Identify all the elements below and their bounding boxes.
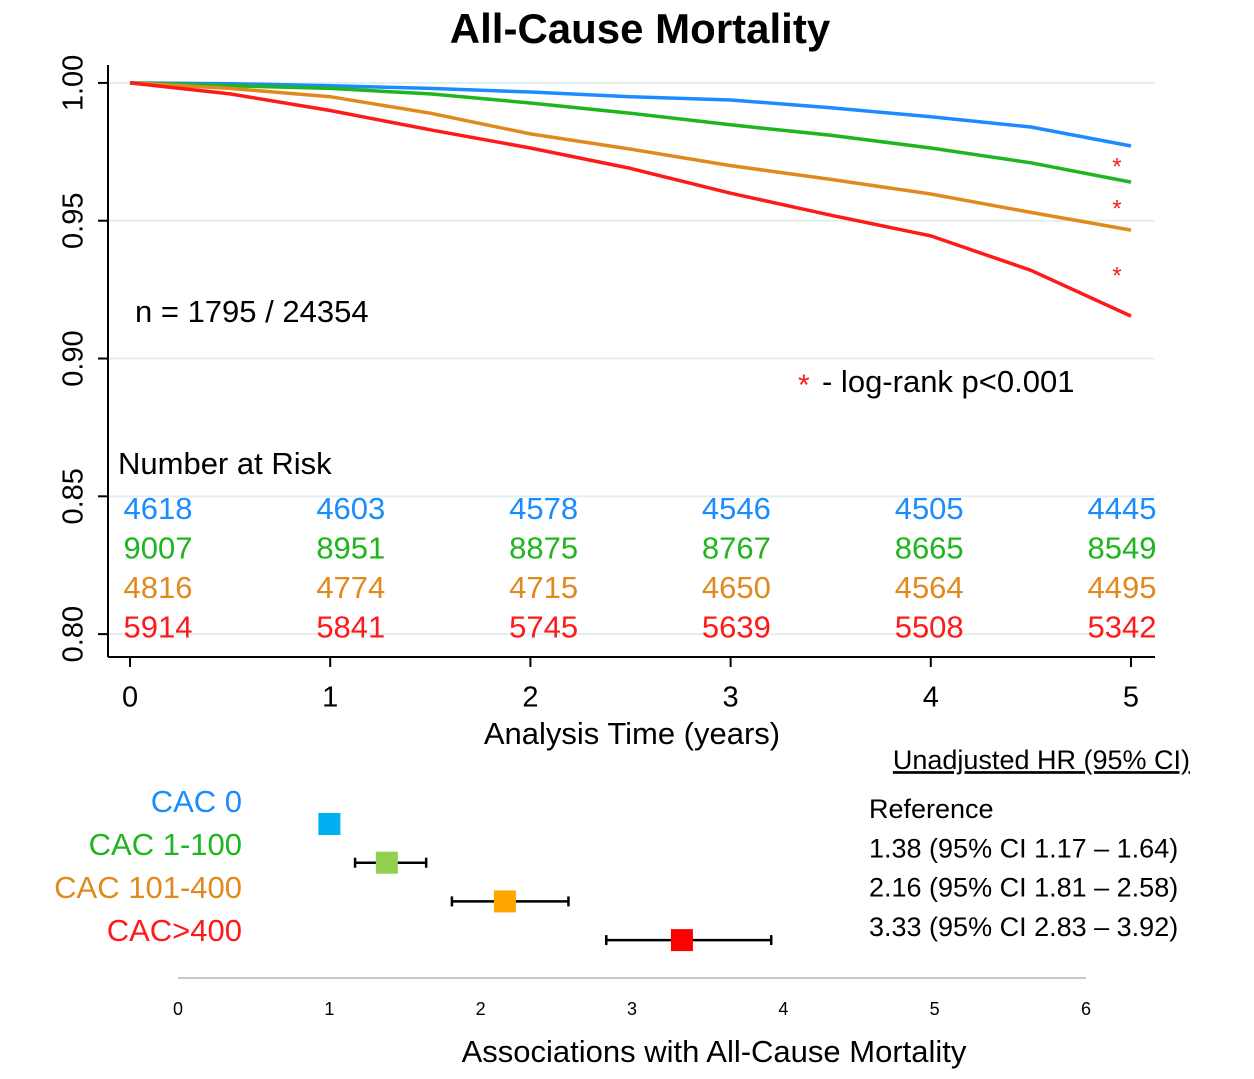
y-tick-label: 0.85 bbox=[58, 468, 90, 524]
risk-table-title: Number at Risk bbox=[118, 446, 332, 481]
survival-line bbox=[129, 81, 1132, 148]
group-label: CAC>400 bbox=[107, 913, 242, 948]
x-tick-label: 1 bbox=[322, 682, 338, 714]
risk-count: 5745 bbox=[509, 610, 578, 645]
risk-count: 4618 bbox=[124, 491, 193, 526]
significance-star: * bbox=[1112, 195, 1121, 222]
forest-tick-label: 4 bbox=[778, 999, 788, 1019]
risk-count: 4445 bbox=[1088, 491, 1157, 526]
forest-x-label: Associations with All-Cause Mortality bbox=[462, 1034, 967, 1069]
x-tick-label: 2 bbox=[522, 682, 538, 714]
group-label: CAC 101-400 bbox=[54, 870, 242, 905]
risk-count: 4650 bbox=[702, 570, 771, 605]
group-label: CAC 0 bbox=[151, 784, 242, 819]
survival-line bbox=[129, 81, 1132, 184]
forest-tick-label: 6 bbox=[1081, 999, 1091, 1019]
risk-count: 4603 bbox=[316, 491, 385, 526]
risk-count: 5342 bbox=[1088, 610, 1157, 645]
x-tick-label: 0 bbox=[122, 682, 138, 714]
risk-count: 4564 bbox=[895, 570, 964, 605]
hr-label: 2.16 (95% CI 1.81 – 2.58) bbox=[869, 873, 1178, 903]
y-tick-label: 0.95 bbox=[58, 192, 90, 248]
hr-label: Reference bbox=[869, 794, 994, 824]
risk-count: 4816 bbox=[124, 570, 193, 605]
hr-point bbox=[493, 890, 516, 913]
y-tick-label: 0.90 bbox=[58, 330, 90, 386]
hr-label: 1.38 (95% CI 1.17 – 1.64) bbox=[869, 833, 1178, 863]
x-axis-label: Analysis Time (years) bbox=[484, 716, 780, 751]
n-annotation: n = 1795 / 24354 bbox=[135, 294, 369, 329]
risk-count: 8665 bbox=[895, 531, 964, 566]
risk-count: 8951 bbox=[316, 531, 385, 566]
significance-star: * bbox=[1112, 153, 1121, 180]
hr-point bbox=[670, 929, 693, 952]
hr-point bbox=[375, 851, 398, 874]
y-tick-label: 1.00 bbox=[58, 55, 90, 111]
note-marker: * bbox=[798, 369, 810, 402]
risk-count: 9007 bbox=[124, 531, 193, 566]
forest-tick-label: 0 bbox=[173, 999, 183, 1019]
risk-count: 4505 bbox=[895, 491, 964, 526]
risk-count: 5841 bbox=[316, 610, 385, 645]
x-tick-label: 4 bbox=[923, 682, 939, 714]
risk-count: 5508 bbox=[895, 610, 964, 645]
risk-count: 4774 bbox=[316, 570, 385, 605]
group-label: CAC 1-100 bbox=[89, 827, 242, 862]
risk-count: 4546 bbox=[702, 491, 771, 526]
forest-tick-label: 1 bbox=[324, 999, 334, 1019]
y-tick-label: 0.80 bbox=[58, 606, 90, 662]
risk-count: 5639 bbox=[702, 610, 771, 645]
risk-count: 4578 bbox=[509, 491, 578, 526]
risk-count: 8875 bbox=[509, 531, 578, 566]
forest-tick-label: 2 bbox=[476, 999, 486, 1019]
x-tick-label: 3 bbox=[723, 682, 739, 714]
risk-count: 8549 bbox=[1088, 531, 1157, 566]
hr-point bbox=[318, 813, 341, 835]
risk-count: 4495 bbox=[1088, 570, 1157, 605]
significance-star: * bbox=[1112, 262, 1121, 289]
chart-title: All-Cause Mortality bbox=[450, 5, 831, 52]
survival-line bbox=[129, 81, 1132, 318]
risk-count: 8767 bbox=[702, 531, 771, 566]
forest-tick-label: 5 bbox=[930, 999, 940, 1019]
x-tick-label: 5 bbox=[1123, 682, 1139, 714]
hr-table-title: Unadjusted HR (95% CI) bbox=[893, 745, 1190, 775]
note: - log-rank p<0.001 bbox=[822, 364, 1074, 399]
survival-line bbox=[129, 81, 1132, 232]
hr-label: 3.33 (95% CI 2.83 – 3.92) bbox=[869, 912, 1178, 942]
risk-count: 4715 bbox=[509, 570, 578, 605]
risk-count: 5914 bbox=[124, 610, 193, 645]
forest-tick-label: 3 bbox=[627, 999, 637, 1019]
